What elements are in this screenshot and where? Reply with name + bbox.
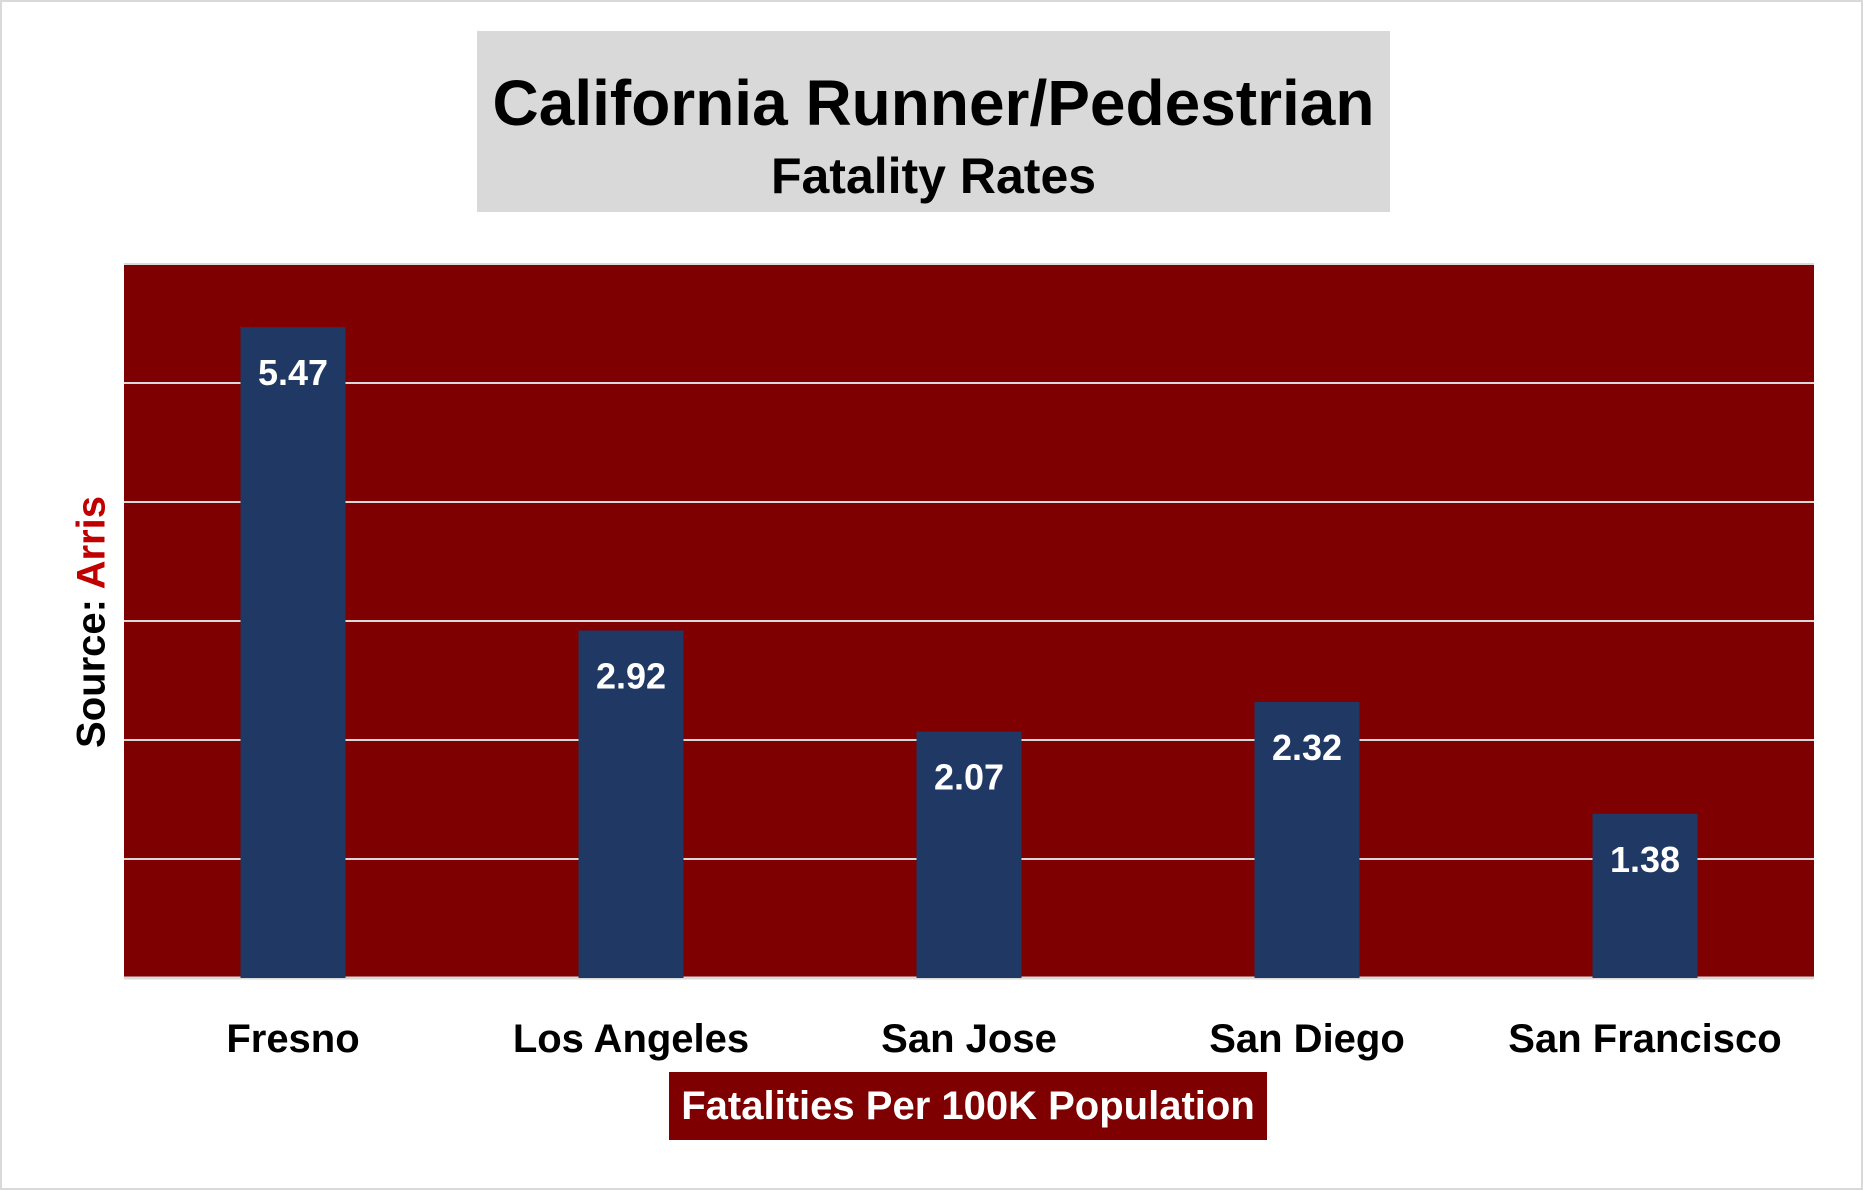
bar-san-diego [1254, 701, 1360, 978]
x-tick-label: Los Angeles [513, 1017, 749, 1061]
source-note: Source: Arris [70, 496, 115, 748]
x-tick-label: San Francisco [1508, 1017, 1781, 1061]
data-label: 2.32 [1272, 727, 1342, 768]
chart-title: California Runner/Pedestrian [492, 67, 1375, 139]
chart-subtitle: Fatality Rates [770, 148, 1097, 204]
title-box: California Runner/Pedestrian Fatality Ra… [477, 31, 1390, 212]
source-label: Source: [69, 589, 114, 748]
data-label: 2.07 [934, 757, 1004, 798]
x-tick-label: San Diego [1209, 1017, 1405, 1061]
data-label: 2.92 [596, 656, 666, 697]
x-tick-label: San Jose [881, 1017, 1057, 1061]
data-label: 5.47 [258, 352, 328, 393]
bar-san-francisco [1592, 813, 1698, 978]
bar-fresno [240, 327, 346, 978]
bar-san-jose [916, 731, 1022, 978]
source-name: Arris [69, 496, 114, 590]
data-label: 1.38 [1610, 839, 1680, 880]
x-tick-label: Fresno [226, 1017, 359, 1061]
bar-los-angeles [578, 630, 684, 978]
x-axis-label: Fatalities Per 100K Population [669, 1072, 1267, 1140]
